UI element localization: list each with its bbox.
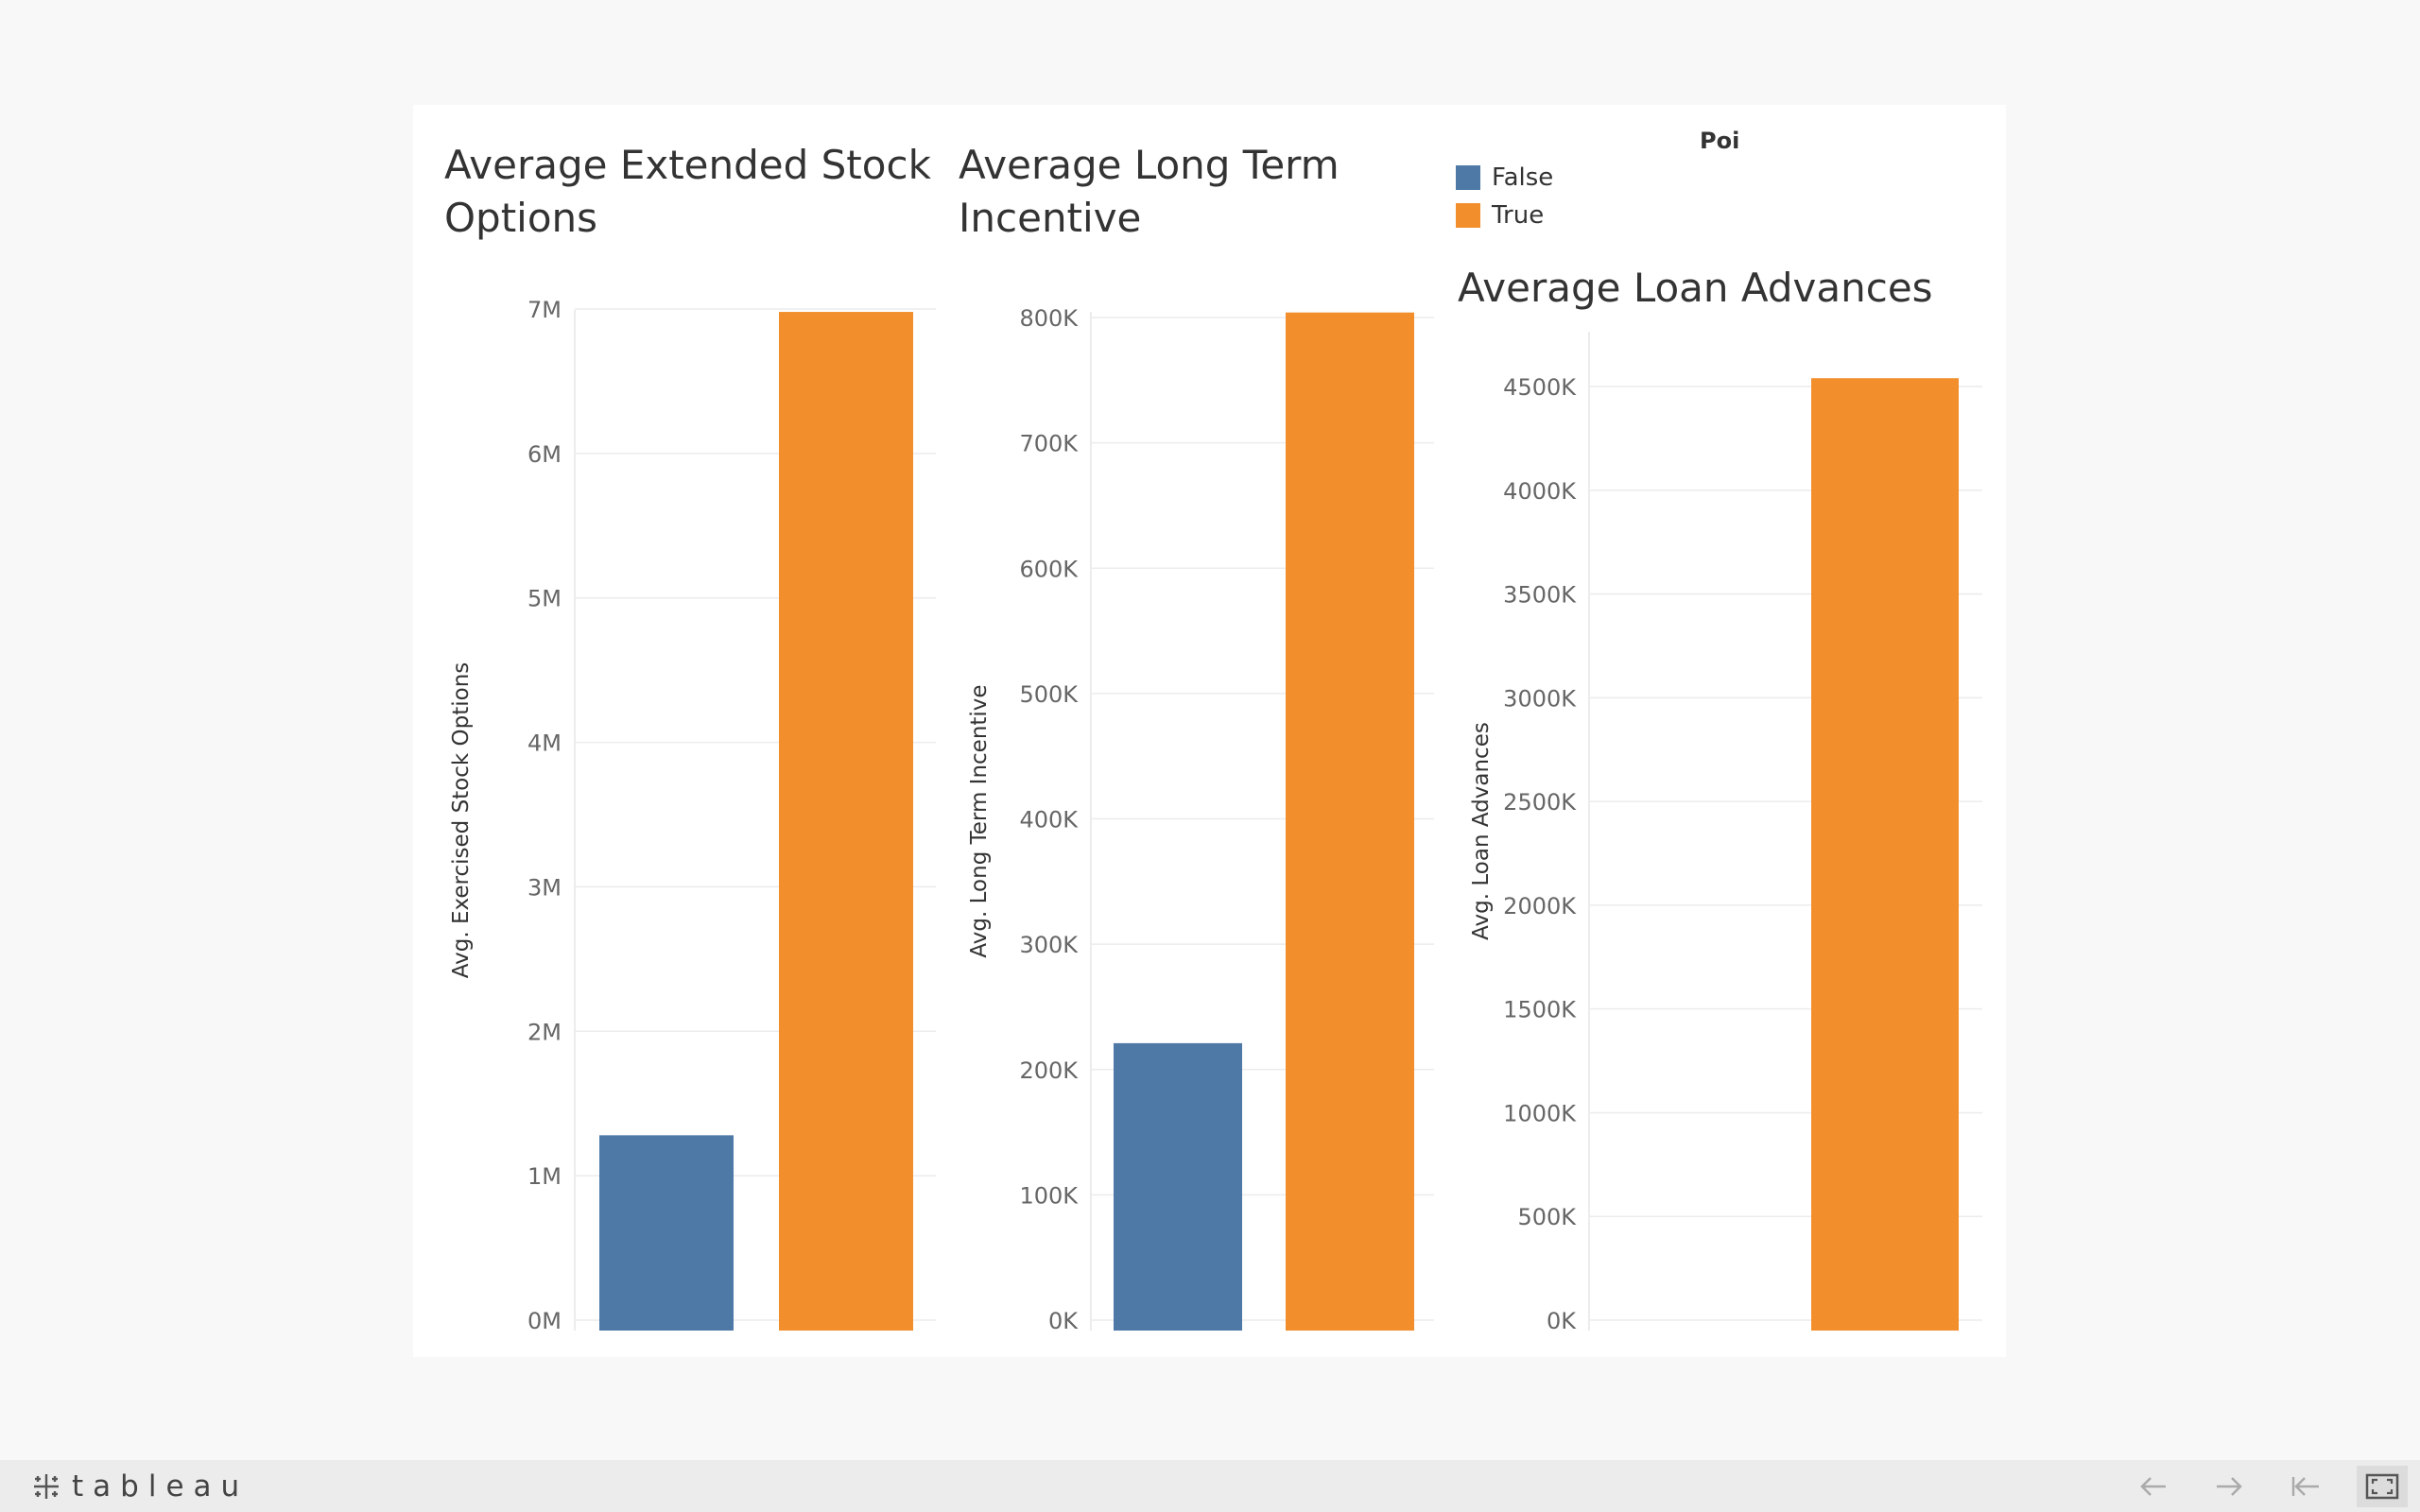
fullscreen-button[interactable] xyxy=(2357,1466,2408,1507)
y-tick-label: 400K xyxy=(1019,807,1079,833)
legend-label-true: True xyxy=(1492,201,1545,230)
bar-false xyxy=(1114,1042,1242,1331)
chart-title-line: Incentive xyxy=(959,195,1142,241)
chart-extended-stock-options: 0M 1M 2M 3M 4M 5M 6M 7M Avg. Exercised Stock Opt… xyxy=(449,297,936,1334)
y-tick-label: 4500K xyxy=(1503,374,1577,401)
y-tick-label: 2500K xyxy=(1503,789,1577,816)
legend-label-false: False xyxy=(1492,163,1554,192)
y-tick-label: 3M xyxy=(527,874,562,901)
y-tick-label: 500K xyxy=(1517,1204,1577,1230)
y-tick-label: 800K xyxy=(1019,305,1079,332)
y-tick-label: 4M xyxy=(527,730,562,757)
tableau-logo[interactable]: tableau xyxy=(30,1469,249,1503)
back-arrow-icon xyxy=(2140,1477,2166,1496)
y-tick-label: 700K xyxy=(1019,431,1079,457)
reset-icon xyxy=(2291,1477,2319,1496)
y-axis-label: Avg. Loan Advances xyxy=(1469,722,1494,940)
reset-button[interactable] xyxy=(2283,1466,2328,1507)
y-tick-label: 1000K xyxy=(1503,1100,1577,1126)
y-axis-label: Avg. Long Term Incentive xyxy=(967,684,992,957)
undo-button[interactable] xyxy=(2131,1466,2176,1507)
bar-true xyxy=(779,312,913,1331)
chart-title-long-term-incentive: Average Long Term Incentive xyxy=(959,139,1340,245)
y-tick-label: 0K xyxy=(1048,1308,1079,1334)
chart-loan-advances: 0K 500K 1000K 1500K 2000K 2500K 3000K 3500K 4000… xyxy=(1469,332,1982,1334)
forward-arrow-icon xyxy=(2217,1477,2242,1496)
tableau-cross-icon xyxy=(34,1474,59,1499)
y-tick-label: 0K xyxy=(1547,1308,1577,1334)
y-tick-label: 500K xyxy=(1019,681,1079,708)
tableau-logo-text: tableau xyxy=(72,1469,250,1503)
bar-true xyxy=(1286,312,1414,1331)
y-tick-label: 200K xyxy=(1019,1057,1079,1084)
fullscreen-icon xyxy=(2365,1473,2399,1500)
y-tick-label: 3500K xyxy=(1503,582,1577,609)
chart-title-line: Average Long Term xyxy=(959,142,1340,188)
legend-title: Poi xyxy=(1700,128,1740,154)
legend-swatch-false xyxy=(1456,165,1480,190)
y-tick-label: 3000K xyxy=(1503,685,1577,712)
y-tick-label: 600K xyxy=(1019,556,1079,582)
y-tick-label: 2000K xyxy=(1503,893,1577,919)
y-tick-label: 2M xyxy=(527,1019,562,1045)
y-tick-label: 5M xyxy=(527,586,562,612)
redo-button[interactable] xyxy=(2206,1466,2252,1507)
y-tick-label: 7M xyxy=(527,297,562,323)
dashboard: Average Extended Stock Options Average L… xyxy=(413,105,2006,1357)
legend-item-true[interactable]: True xyxy=(1456,201,1544,230)
chart-title-line: Average Loan Advances xyxy=(1458,265,1933,311)
chart-title-line: Average Extended Stock xyxy=(444,142,931,188)
y-tick-label: 100K xyxy=(1019,1182,1079,1209)
y-tick-label: 0M xyxy=(527,1308,562,1334)
chart-title-extended-stock-options: Average Extended Stock Options xyxy=(444,139,931,245)
bar-true xyxy=(1811,378,1959,1331)
legend-item-false[interactable]: False xyxy=(1456,163,1553,192)
bar-false xyxy=(599,1135,734,1331)
y-axis-label: Avg. Exercised Stock Options xyxy=(449,662,474,979)
chart-title-line: Options xyxy=(444,195,598,241)
chart-title-loan-advances: Average Loan Advances xyxy=(1458,262,1933,315)
y-tick-label: 300K xyxy=(1019,932,1079,958)
y-tick-label: 4000K xyxy=(1503,478,1577,505)
y-tick-label: 1M xyxy=(527,1163,562,1190)
y-tick-label: 6M xyxy=(527,441,562,468)
footer-toolbar: tableau xyxy=(0,1460,2420,1512)
legend-swatch-true xyxy=(1456,203,1480,228)
chart-long-term-incentive: 0K 100K 200K 300K 400K 500K 600K 700K 800K Avg. L… xyxy=(967,305,1434,1334)
y-tick-label: 1500K xyxy=(1503,997,1577,1023)
